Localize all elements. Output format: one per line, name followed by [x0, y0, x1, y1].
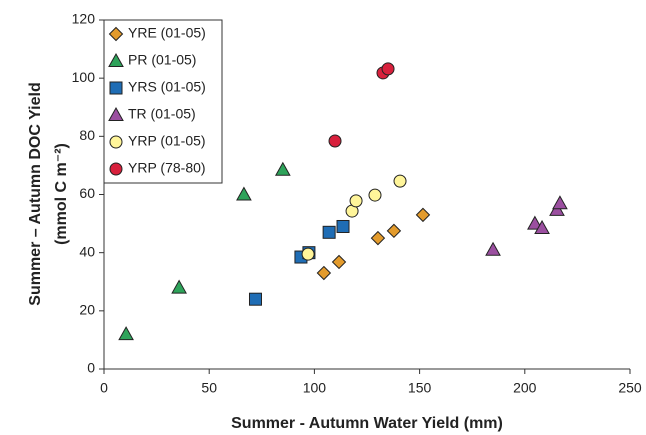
- point: [381, 62, 395, 76]
- point: [301, 247, 315, 261]
- legend-marker: [108, 52, 124, 67]
- point: [534, 219, 550, 234]
- legend-label: YRE (01-05): [128, 25, 206, 41]
- point: [386, 223, 402, 239]
- y-tick-label: 0: [87, 360, 95, 376]
- point: [415, 207, 431, 223]
- y-axis-title: Summer – Autumn DOC Yield: [27, 82, 44, 305]
- legend-label: YRS (01-05): [128, 79, 206, 95]
- point: [527, 215, 543, 230]
- x-tick-label: 250: [618, 380, 642, 396]
- point: [328, 134, 342, 148]
- legend-marker: [109, 135, 123, 149]
- x-axis-title: Summer - Autumn Water Yield (mm): [231, 415, 503, 432]
- point: [552, 195, 568, 210]
- legend-marker: [109, 162, 123, 176]
- legend-marker: [108, 26, 124, 42]
- y-tick-label: 100: [72, 69, 96, 85]
- y-axis-title: (mmol C m⁻²): [53, 143, 70, 245]
- legend-label: PR (01-05): [128, 52, 196, 68]
- y-tick-label: 20: [79, 302, 95, 318]
- point: [370, 230, 386, 246]
- point: [171, 279, 187, 294]
- y-tick-label: 120: [72, 11, 96, 27]
- legend-marker: [108, 106, 124, 121]
- x-tick-label: 200: [513, 380, 537, 396]
- point: [368, 188, 382, 202]
- legend-label: YRP (01-05): [128, 133, 206, 149]
- point: [236, 186, 252, 201]
- x-tick-label: 50: [201, 380, 217, 396]
- point: [274, 161, 291, 176]
- legend-box: [103, 19, 223, 184]
- y-tick-label: 40: [79, 243, 95, 259]
- y-tick-label: 80: [79, 127, 95, 143]
- point: [349, 194, 363, 208]
- x-tick-label: 0: [100, 380, 108, 396]
- point: [322, 225, 336, 239]
- point: [248, 292, 262, 306]
- legend-label: TR (01-05): [128, 106, 196, 122]
- point: [336, 219, 350, 233]
- point: [485, 241, 501, 256]
- legend-marker: [109, 81, 123, 95]
- point: [393, 174, 407, 188]
- point: [316, 265, 332, 281]
- y-tick-label: 60: [79, 185, 95, 201]
- legend-label: YRP (78-80): [128, 160, 206, 176]
- x-tick-label: 150: [408, 380, 432, 396]
- point: [331, 254, 347, 270]
- point: [118, 326, 134, 341]
- x-tick-label: 100: [303, 380, 327, 396]
